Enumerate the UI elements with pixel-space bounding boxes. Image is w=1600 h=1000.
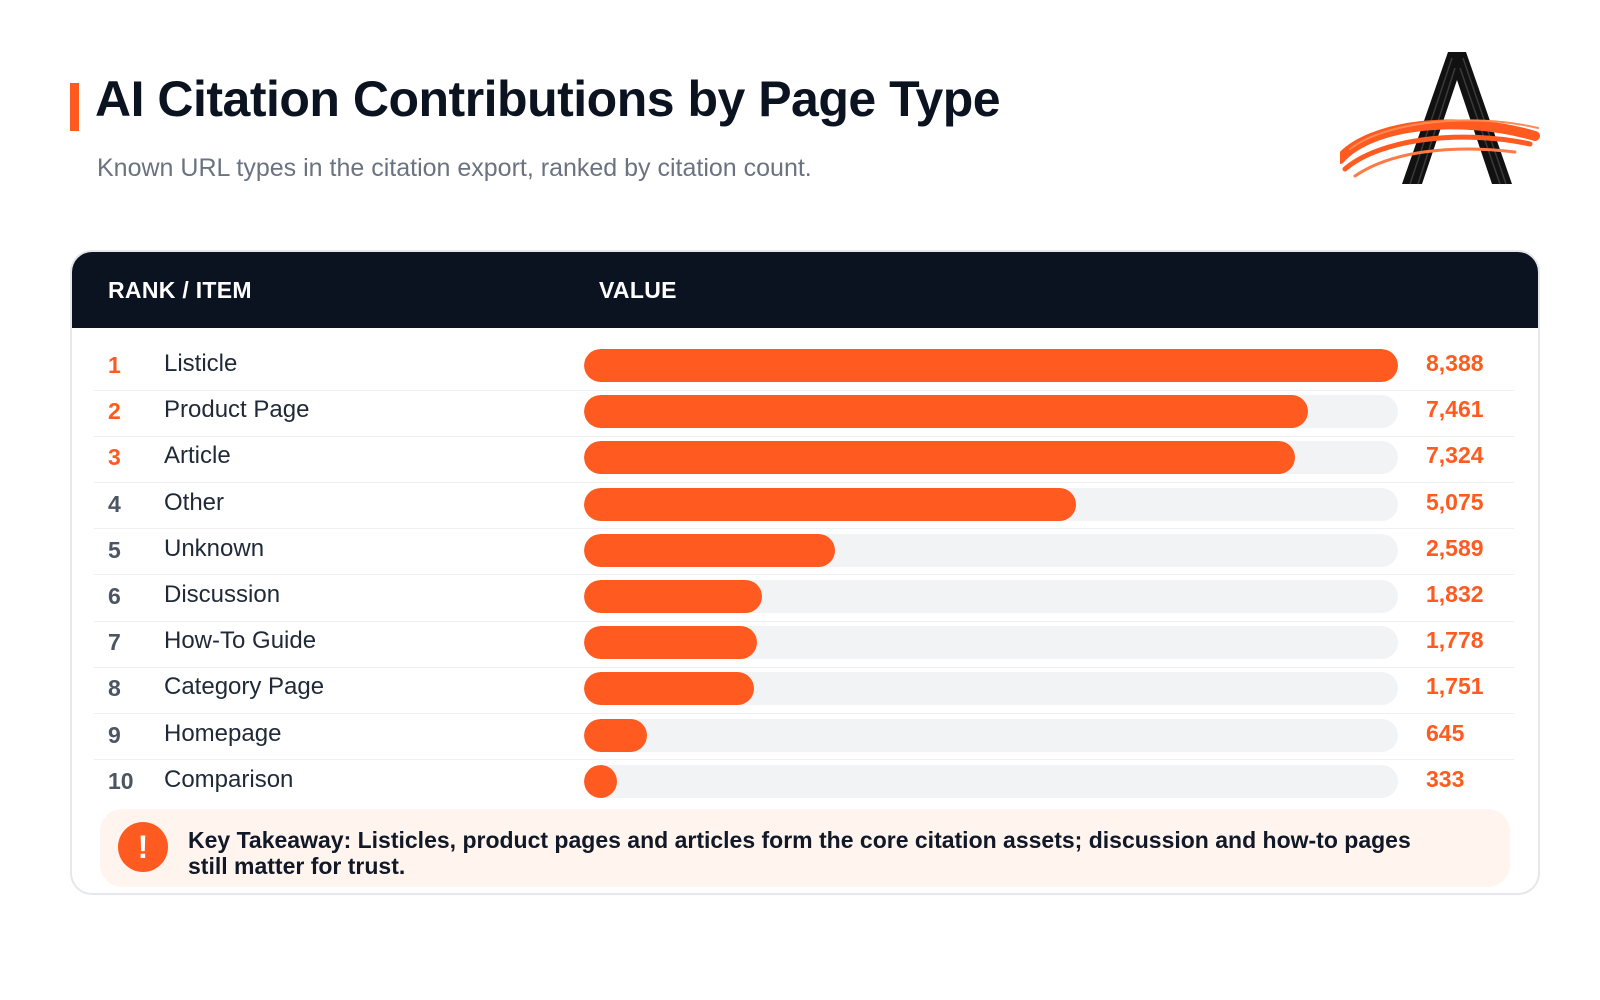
table-row: 1 Listicle 8,388	[94, 342, 1514, 391]
brand-logo-icon	[1340, 52, 1540, 185]
category-label: Comparison	[164, 765, 294, 793]
category-label: Article	[164, 442, 231, 470]
bar-track	[584, 718, 1398, 752]
table-row: 2 Product Page 7,461	[94, 388, 1514, 437]
category-label: How-To Guide	[164, 627, 317, 655]
table-row: 7 How-To Guide 1,778	[94, 619, 1514, 668]
table-header: RANK / ITEM VALUE	[72, 252, 1538, 328]
value-label: 7,324	[1426, 442, 1484, 469]
bar-track	[584, 626, 1398, 660]
rank-number: 1	[108, 352, 121, 378]
bar	[584, 441, 1295, 475]
bar	[584, 718, 647, 752]
bar-track	[584, 441, 1398, 475]
key-takeaway-text: Key Takeaway: Listicles, product pages a…	[188, 827, 1411, 879]
bar-track	[584, 487, 1398, 521]
bar-track	[584, 349, 1398, 382]
bar	[584, 349, 1398, 382]
category-label: Listicle	[164, 350, 238, 377]
bar	[584, 672, 754, 706]
category-label: Category Page	[164, 673, 325, 701]
bar	[584, 626, 757, 660]
column-header-rank-item: RANK / ITEM	[108, 277, 252, 303]
bar	[584, 580, 762, 613]
bar	[584, 533, 836, 567]
column-header-value: VALUE	[599, 277, 677, 303]
bar	[584, 395, 1309, 429]
rank-number: 3	[108, 444, 121, 471]
table-row: 8 Category Page 1,751	[94, 665, 1514, 714]
table-row: 10 Comparison 333	[94, 758, 1514, 806]
table-row: 5 Unknown 2,589	[94, 527, 1514, 576]
value-label: 8,388	[1426, 350, 1484, 376]
value-label: 333	[1426, 765, 1465, 792]
bar-track	[584, 764, 1398, 798]
page-title: AI Citation Contributions by Page Type	[95, 71, 1001, 127]
category-label: Discussion	[164, 581, 281, 608]
rank-number: 9	[108, 721, 121, 748]
rank-number: 2	[108, 398, 121, 425]
page-subtitle: Known URL types in the citation export, …	[97, 154, 812, 182]
rank-number: 5	[108, 536, 121, 563]
ranking-table-card: RANK / ITEM VALUE 1 Listicle 8,388 2 Product…	[70, 250, 1540, 895]
value-label: 1,778	[1426, 627, 1484, 654]
bar-track	[584, 533, 1398, 567]
table-row: 3 Article 7,324	[94, 434, 1514, 483]
bar-track	[584, 580, 1398, 613]
category-label: Other	[164, 488, 225, 516]
value-label: 1,751	[1426, 673, 1484, 700]
rank-number: 10	[108, 767, 134, 794]
title-accent-bar	[70, 83, 79, 131]
rank-number: 7	[108, 629, 121, 656]
value-label: 2,589	[1426, 534, 1484, 561]
bar-track	[584, 395, 1398, 429]
value-label: 645	[1426, 719, 1465, 746]
value-label: 1,832	[1426, 581, 1484, 607]
table-row: 4 Other 5,075	[94, 481, 1514, 530]
exclamation-icon: !	[118, 822, 168, 872]
bar	[584, 764, 617, 798]
category-label: Homepage	[164, 719, 282, 747]
bar	[584, 487, 1077, 521]
table-row: 6 Discussion 1,832	[94, 573, 1514, 622]
rank-number: 8	[108, 675, 121, 702]
rank-number: 6	[108, 583, 121, 609]
value-label: 7,461	[1426, 396, 1484, 423]
table-row: 9 Homepage 645	[94, 712, 1514, 761]
value-label: 5,075	[1426, 488, 1484, 515]
category-label: Product Page	[164, 396, 310, 424]
key-takeaway-callout: ! Key Takeaway: Listicles, product pages…	[100, 809, 1510, 887]
bar-track	[584, 672, 1398, 706]
rank-number: 4	[108, 490, 121, 517]
category-label: Unknown	[164, 534, 265, 562]
